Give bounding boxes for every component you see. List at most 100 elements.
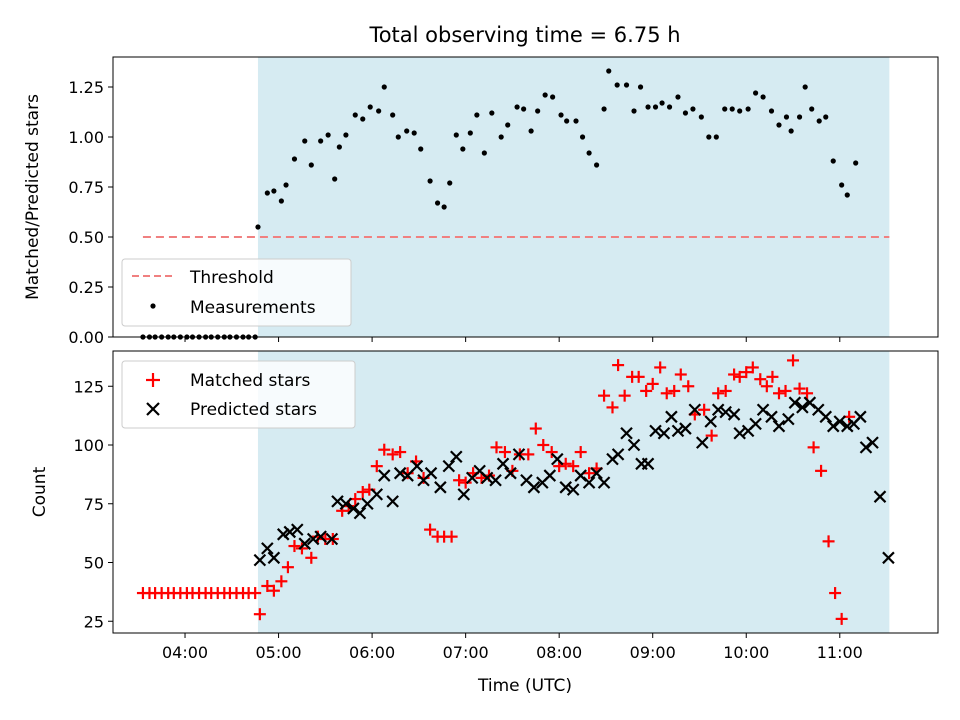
measurement-point xyxy=(467,130,473,136)
legend-measurements-label: Measurements xyxy=(190,298,316,318)
predicted-star-point xyxy=(704,415,717,428)
predicted-star-point xyxy=(504,466,517,480)
measurement-point xyxy=(690,106,696,112)
predicted-star-point xyxy=(370,488,384,501)
legend-predicted-swatch xyxy=(146,402,160,416)
measurement-point xyxy=(505,122,511,128)
matched-star-point xyxy=(288,540,301,553)
predicted-star-point xyxy=(527,481,541,494)
predicted-star-point xyxy=(711,403,725,417)
y-tick-label: 75 xyxy=(84,495,104,514)
matched-star-point xyxy=(822,535,835,548)
predicted-star-point xyxy=(727,408,741,421)
matched-star-point xyxy=(445,530,458,543)
predicted-star-point xyxy=(765,410,778,424)
predicted-star-point xyxy=(620,426,633,440)
predicted-star-point xyxy=(325,532,339,546)
measurement-point xyxy=(776,122,782,128)
measurement-point xyxy=(395,134,401,140)
measurement-point xyxy=(441,204,447,210)
measurement-point xyxy=(802,84,808,90)
measurement-point xyxy=(528,128,534,134)
predicted-star-point xyxy=(873,490,887,503)
predicted-star-point xyxy=(611,448,625,461)
predicted-star-points xyxy=(253,396,895,567)
predicted-star-point xyxy=(826,419,840,433)
predicted-star-point xyxy=(833,415,847,428)
measurement-point xyxy=(631,108,637,114)
measurement-point xyxy=(514,104,520,110)
legend-matched-swatch xyxy=(146,373,160,387)
matched-star-point xyxy=(401,467,414,480)
measurement-point xyxy=(411,130,417,136)
measurement-point xyxy=(447,180,453,186)
measurement-point xyxy=(291,156,298,162)
x-tick-label: 09:00 xyxy=(630,643,676,662)
x-axis-label: Time (UTC) xyxy=(477,676,572,696)
matched-star-point xyxy=(606,401,619,414)
measurement-point xyxy=(376,108,382,114)
matched-star-point xyxy=(394,446,407,459)
measurement-point xyxy=(367,104,373,110)
legend-measurements-swatch xyxy=(150,303,156,309)
matched-star-point xyxy=(583,467,596,480)
predicted-star-point xyxy=(496,457,510,471)
measurement-point xyxy=(550,94,556,100)
matched-star-point xyxy=(668,384,681,397)
measurement-point xyxy=(434,200,441,206)
matched-star-point xyxy=(386,448,399,461)
measurement-point xyxy=(675,94,681,100)
matched-star-point xyxy=(490,441,503,454)
measurement-point xyxy=(283,182,289,188)
measurement-point xyxy=(271,188,277,194)
predicted-star-point xyxy=(261,542,274,555)
legend-threshold-label: Threshold xyxy=(189,268,274,288)
predicted-star-point xyxy=(442,459,456,473)
matched-star-point xyxy=(261,580,274,592)
matched-star-point xyxy=(253,608,266,621)
matched-star-point xyxy=(618,389,631,402)
predicted-star-point xyxy=(489,473,502,487)
measurement-point xyxy=(542,92,548,98)
predicted-star-point xyxy=(582,476,596,489)
predicted-star-point xyxy=(796,401,809,414)
measurement-point xyxy=(666,104,673,110)
measurement-point xyxy=(325,132,331,138)
measurement-point xyxy=(593,162,600,168)
matched-star-point xyxy=(712,387,725,400)
measurement-point xyxy=(418,146,424,152)
measurement-point xyxy=(839,182,845,188)
legend-predicted-label: Predicted stars xyxy=(190,400,317,420)
count-x-ticks: 04:00 05:00 06:00 07:00 08:00 09:00 10:00 11:00 xyxy=(162,633,863,662)
measurement-point xyxy=(390,112,396,118)
measurement-point xyxy=(637,84,644,90)
matched-star-point xyxy=(281,561,294,574)
predicted-star-point xyxy=(566,483,580,496)
matched-star-point xyxy=(545,446,558,459)
matched-star-point xyxy=(772,387,785,400)
measurement-point xyxy=(343,132,349,138)
measurement-point xyxy=(823,114,829,120)
predicted-star-point xyxy=(671,424,685,438)
measurement-point xyxy=(737,108,743,114)
measurement-point xyxy=(586,150,592,156)
predicted-star-point xyxy=(457,488,471,501)
x-tick-label: 05:00 xyxy=(256,643,302,662)
measurement-point xyxy=(489,110,495,116)
matched-star-point xyxy=(632,370,645,383)
matched-star-point xyxy=(746,361,759,374)
measurement-point xyxy=(564,118,570,124)
measurement-point xyxy=(308,162,314,168)
matched-star-point xyxy=(424,523,437,536)
count-y-axis-label: Count xyxy=(30,466,50,517)
predicted-star-point xyxy=(627,438,641,452)
measurement-point xyxy=(264,190,270,196)
measurement-point xyxy=(336,144,342,150)
matched-star-point xyxy=(370,460,383,473)
predicted-star-point xyxy=(434,481,447,494)
measurement-point xyxy=(474,112,480,118)
matched-star-point xyxy=(740,366,753,379)
measurement-point xyxy=(698,114,704,120)
matched-star-point xyxy=(574,446,587,459)
